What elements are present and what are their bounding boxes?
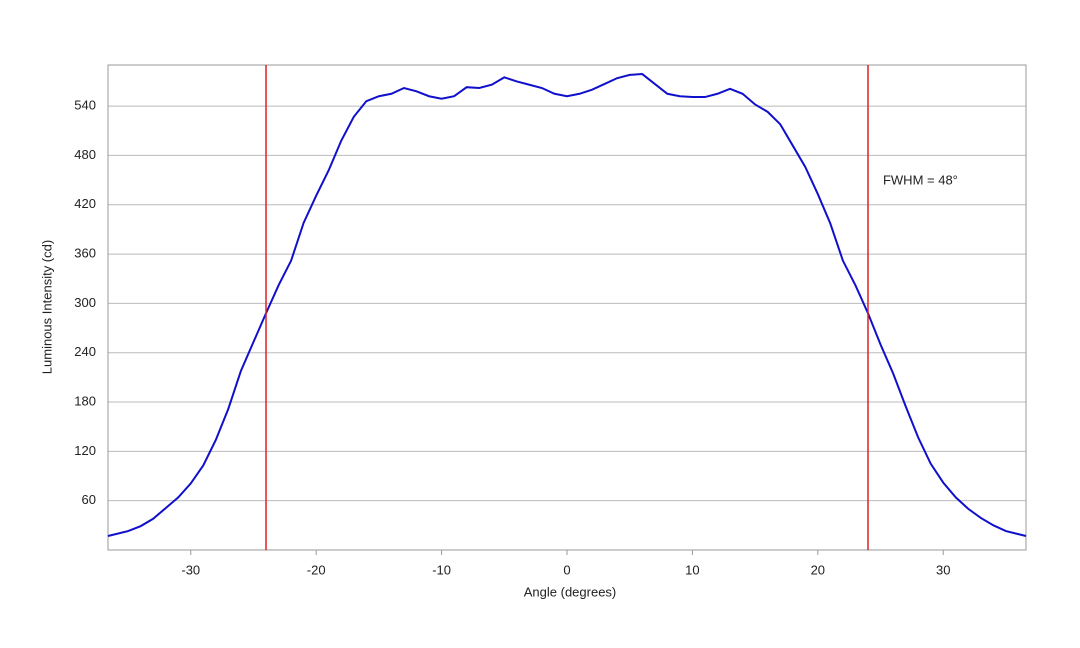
- y-tick-label: 120: [74, 443, 96, 458]
- line-series: [107, 73, 1027, 537]
- x-tick-label: -30: [181, 562, 200, 577]
- y-tick-label: 300: [74, 295, 96, 310]
- y-tick-label: 540: [74, 98, 96, 113]
- x-tick-label: -20: [307, 562, 326, 577]
- y-tick-label: 60: [82, 492, 96, 507]
- y-tick-label: 420: [74, 196, 96, 211]
- x-tick-label: 10: [685, 562, 699, 577]
- y-tick-label: 480: [74, 147, 96, 162]
- x-tick-label: 20: [811, 562, 825, 577]
- y-axis-label: Luminous Intensity (cd): [39, 240, 54, 374]
- annotation: FWHM = 48°: [883, 172, 958, 187]
- x-tick-label: 0: [563, 562, 570, 577]
- x-tick-label: -10: [432, 562, 451, 577]
- x-tick-label: 30: [936, 562, 950, 577]
- y-tick-label: 240: [74, 344, 96, 359]
- plot-border: [107, 64, 1027, 551]
- y-tick-label: 360: [74, 246, 96, 261]
- y-tick-label: 180: [74, 393, 96, 408]
- x-axis-label: Angle (degrees): [524, 584, 617, 599]
